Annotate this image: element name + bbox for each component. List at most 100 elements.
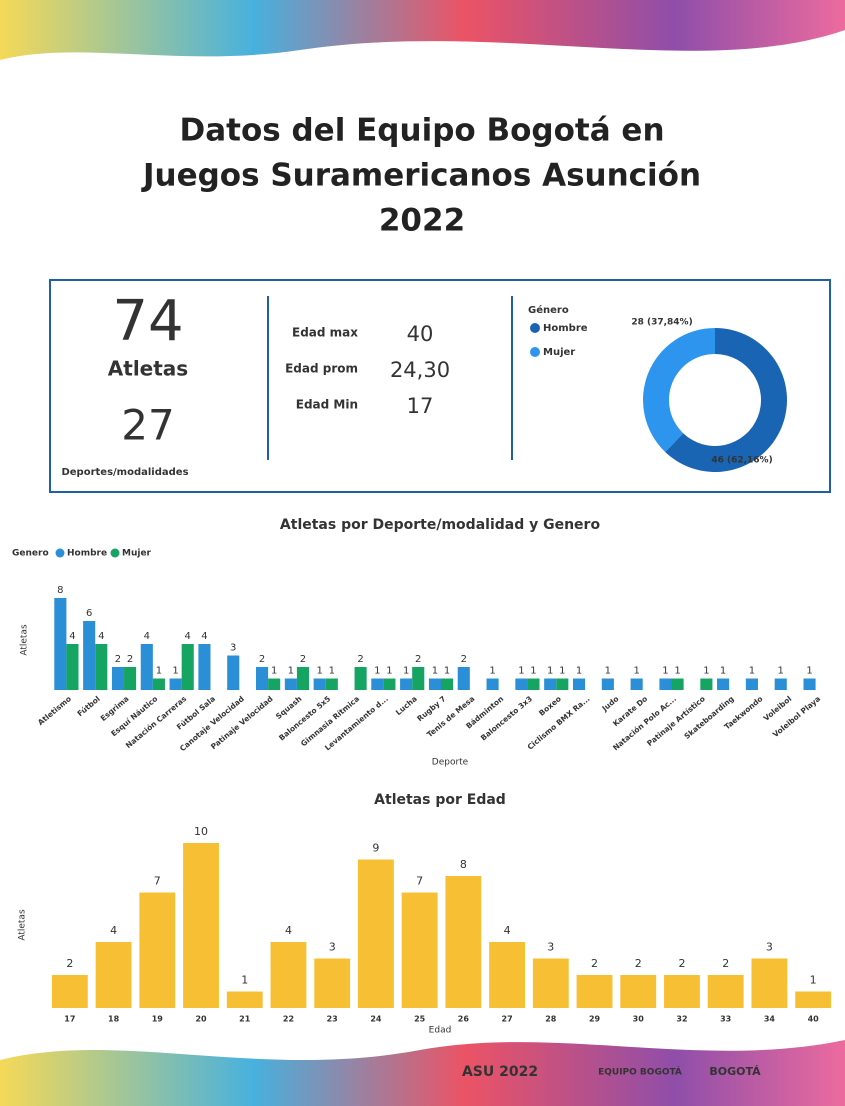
x-tick-label: 21 (239, 1015, 251, 1024)
bar (52, 975, 88, 1008)
data-label: 1 (559, 666, 565, 677)
data-label: 2 (722, 957, 729, 970)
title-line: Datos del Equipo Bogotá en (179, 113, 664, 149)
data-label: 2 (300, 654, 306, 665)
data-label: 2 (259, 654, 265, 665)
x-tick-label: 18 (108, 1015, 120, 1024)
data-label: 3 (547, 941, 554, 954)
data-label: 2 (678, 957, 685, 970)
title-line: 2022 (379, 203, 465, 239)
data-label: 1 (241, 974, 248, 987)
x-tick-label: 22 (283, 1015, 294, 1024)
legend-swatch (56, 549, 65, 558)
x-tick-label: Judo (600, 694, 621, 714)
x-tick-label: 28 (545, 1015, 557, 1024)
data-label: 7 (154, 875, 161, 888)
legend-swatch (530, 323, 540, 333)
bar (54, 598, 66, 690)
data-label: 1 (156, 666, 162, 677)
data-label: 1 (720, 666, 726, 677)
data-label: 28 (37,84%) (631, 318, 692, 328)
bar (170, 679, 182, 691)
bar (429, 679, 441, 691)
bar (271, 942, 307, 1008)
x-tick-label: 34 (764, 1015, 776, 1024)
bar (775, 679, 787, 691)
donut-slice (643, 328, 715, 452)
data-label: 1 (432, 666, 438, 677)
data-label: 1 (288, 666, 294, 677)
data-label: 4 (144, 631, 150, 642)
x-tick-label: Atletismo (36, 694, 73, 727)
data-label: 4 (98, 631, 104, 642)
x-tick-label: 24 (370, 1015, 382, 1024)
chart-title: Atletas por Edad (374, 792, 506, 808)
bar (602, 679, 614, 691)
x-tick-label: 30 (633, 1015, 645, 1024)
legend-label: Mujer (543, 347, 575, 358)
bar (285, 679, 297, 691)
bar (544, 679, 556, 691)
data-label: 1 (576, 666, 582, 677)
x-tick-label: Skateboarding (682, 694, 735, 741)
bar (577, 975, 613, 1008)
bar (183, 843, 219, 1008)
bar (227, 992, 263, 1009)
axis-title: Atletas (20, 624, 30, 656)
bar (400, 679, 412, 691)
kpi-label: Edad Min (296, 398, 358, 412)
bar (700, 679, 712, 691)
bar (620, 975, 656, 1008)
data-label: 3 (766, 941, 773, 954)
x-tick-label: 25 (414, 1015, 426, 1024)
data-label: 4 (285, 924, 292, 937)
bar (256, 667, 268, 690)
legend-label: Hombre (543, 323, 588, 334)
bar (717, 679, 729, 691)
logo: ASU 2022 (462, 1064, 538, 1080)
bar (227, 656, 239, 691)
x-tick-label: Lucha (394, 694, 419, 717)
bar (441, 679, 453, 691)
kpi-value: 74 (112, 289, 183, 354)
bar (664, 975, 700, 1008)
bar (268, 679, 280, 691)
axis-title: Deporte (432, 758, 469, 768)
bar (371, 679, 383, 691)
data-label: 10 (194, 825, 208, 838)
bar (326, 679, 338, 691)
x-tick-label: Baloncesto 5x5 (277, 694, 332, 742)
data-label: 1 (403, 666, 409, 677)
bar (95, 644, 107, 690)
data-label: 1 (778, 666, 784, 677)
data-label: 1 (518, 666, 524, 677)
legend-title: Genero (12, 549, 49, 559)
bar (746, 679, 758, 691)
logo: EQUIPO BOGOTÁ (598, 1066, 682, 1078)
legend-title: Género (528, 304, 569, 316)
legend-label: Mujer (122, 549, 152, 559)
bar (153, 679, 165, 691)
data-label: 2 (115, 654, 121, 665)
bar (533, 959, 569, 1009)
x-tick-label: 29 (589, 1015, 601, 1024)
data-label: 1 (530, 666, 536, 677)
bar (515, 679, 527, 691)
data-label: 1 (674, 666, 680, 677)
bar (445, 876, 481, 1008)
data-label: 4 (201, 631, 207, 642)
data-label: 4 (110, 924, 117, 937)
data-label: 1 (271, 666, 277, 677)
data-label: 1 (547, 666, 553, 677)
data-label: 4 (69, 631, 75, 642)
kpi-value: 27 (121, 401, 174, 450)
bar (458, 667, 470, 690)
bar (358, 860, 394, 1009)
data-label: 1 (386, 666, 392, 677)
top-decoration (0, 0, 845, 60)
data-label: 2 (66, 957, 73, 970)
bar (297, 667, 309, 690)
bar (112, 667, 124, 690)
bar (527, 679, 539, 691)
bar (355, 667, 367, 690)
